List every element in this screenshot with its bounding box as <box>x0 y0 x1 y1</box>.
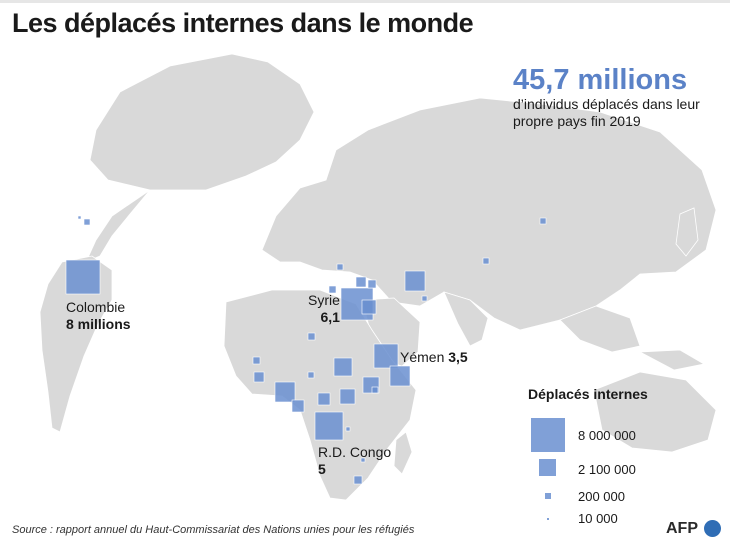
idp-niger <box>307 371 315 379</box>
southeast-asia <box>559 305 641 353</box>
afp-logo-dot <box>704 520 721 537</box>
idp-azerbaijan <box>367 279 377 289</box>
central-america <box>85 189 151 263</box>
idp-burkina <box>252 356 261 365</box>
idp-kenya <box>371 386 379 394</box>
idp-iraq <box>361 299 377 315</box>
idp-mali <box>253 371 265 383</box>
label-yemen: Yémen 3,5 <box>400 349 468 366</box>
idp-zimbabwe <box>360 457 366 463</box>
idp-pakistan <box>421 295 428 302</box>
legend-label-10k: 10 000 <box>578 511 618 526</box>
idp-afghanistan <box>404 270 426 292</box>
idp-car <box>317 392 331 406</box>
label-yemen-name: Yémen <box>400 349 445 365</box>
idp-philippines <box>539 217 547 225</box>
source-note: Source : rapport annuel du Haut-Commissa… <box>12 524 415 536</box>
label-syria-value: 6,1 <box>320 309 340 325</box>
label-drc-name: R.D. Congo <box>318 444 392 460</box>
north-america <box>89 53 315 191</box>
idp-yemen <box>373 343 399 369</box>
idp-south-sudan <box>339 388 356 405</box>
legend-square-8m <box>531 418 565 452</box>
japan <box>675 207 699 257</box>
idp-sudan <box>333 357 353 377</box>
idp-mexico <box>83 218 91 226</box>
top-rule <box>0 0 730 3</box>
idp-myanmar <box>482 257 490 265</box>
map-title: Les déplacés internes dans le monde <box>12 8 474 38</box>
legend-label-200k: 200 000 <box>578 489 625 504</box>
idp-colombia <box>65 259 101 295</box>
legend-label-8m: 8 000 000 <box>578 428 636 443</box>
label-colombia-name: Colombie <box>66 299 126 315</box>
legend-label-2m: 2 100 000 <box>578 462 636 477</box>
australia <box>593 371 717 453</box>
legend-square-200k <box>545 493 551 499</box>
idp-haiti <box>77 215 82 220</box>
idp-georgia <box>336 263 344 271</box>
label-colombia: Colombie 8 millions <box>66 299 131 333</box>
idp-burundi <box>345 426 351 432</box>
legend-title: Déplacés internes <box>528 386 648 402</box>
idp-mozambique <box>353 475 363 485</box>
afp-logo: AFP <box>666 520 698 537</box>
label-yemen-value: 3,5 <box>448 349 468 365</box>
india <box>443 291 489 347</box>
label-syria: Syrie 6,1 <box>308 292 340 326</box>
new-guinea <box>638 349 706 371</box>
idp-drc <box>314 411 344 441</box>
south-america <box>39 255 113 433</box>
idp-libya <box>307 332 316 341</box>
idp-somalia <box>389 365 411 387</box>
label-drc: R.D. Congo 5 <box>318 444 391 478</box>
legend-square-10k <box>547 518 549 520</box>
idp-ukraine <box>328 285 337 294</box>
madagascar <box>393 431 413 475</box>
legend-square-2m <box>539 459 556 476</box>
label-syria-name: Syrie <box>308 292 340 308</box>
idp-nigeria <box>274 381 296 403</box>
headline-value: 45,7 millions <box>513 64 688 96</box>
label-drc-value: 5 <box>318 461 326 477</box>
label-colombia-value: 8 millions <box>66 316 131 332</box>
idp-turkey <box>355 276 367 288</box>
idp-cameroon <box>291 399 305 413</box>
headline-text: d’individus déplacés dans leur propre pa… <box>513 96 700 129</box>
